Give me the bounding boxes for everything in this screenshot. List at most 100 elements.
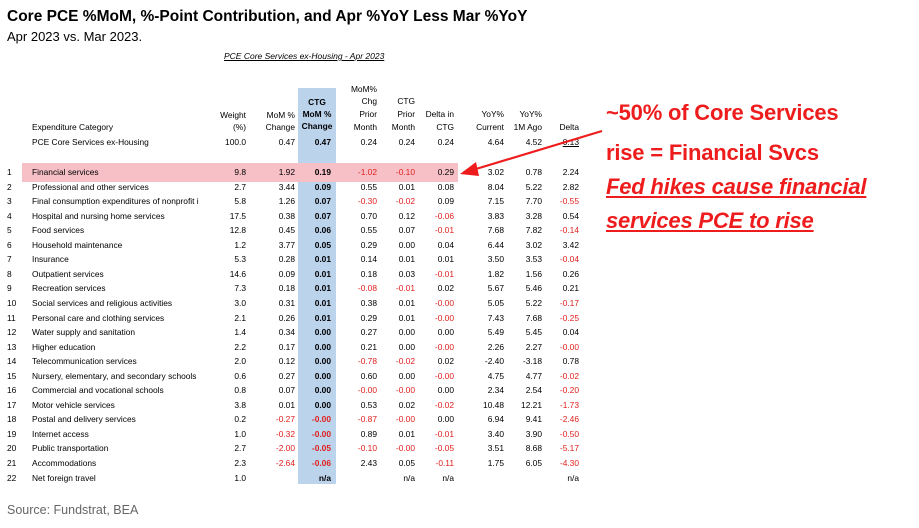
cell-yoy_ago: 3.90: [525, 428, 542, 439]
cell-weight: 17.5: [229, 210, 246, 221]
cell-name: Motor vehicle services: [32, 399, 115, 410]
cell-num: 9: [7, 283, 12, 294]
cell-ctg: 0.00: [314, 327, 331, 338]
cell-delta: 2.82: [562, 181, 579, 192]
cell-delta_ctg: 0.08: [437, 181, 454, 192]
cell-name: Insurance: [32, 254, 69, 265]
cell-delta_ctg: 0.02: [437, 283, 454, 294]
cell-delta: 3.42: [562, 239, 579, 250]
header-mom-1: MoM %: [266, 110, 295, 120]
cell-delta: -0.04: [559, 254, 579, 265]
cell-delta: 0.21: [562, 283, 579, 294]
cell-num: 15: [7, 370, 17, 381]
cell-ctg: 0.01: [314, 283, 331, 294]
source-note: Source: Fundstrat, BEA: [7, 503, 139, 517]
cell-ctg: -0.06: [311, 458, 331, 468]
cell-delta: -4.30: [559, 458, 579, 468]
cell-yoy_ago: 8.68: [525, 443, 542, 454]
cell-ctg_prior: 0.00: [398, 341, 415, 352]
cell-mom_prior: 0.27: [360, 327, 377, 338]
header-mom-2: Change: [265, 122, 295, 132]
cell-delta_ctg: -0.00: [434, 312, 454, 323]
cell-name: Telecommunication services: [32, 356, 137, 367]
callout-line-4: services PCE to rise: [606, 208, 814, 233]
cell-yoy_cur: 1.82: [487, 268, 504, 279]
cell-delta_ctg: -0.00: [434, 370, 454, 381]
cell-weight: 2.0: [234, 356, 246, 367]
cell-ctg_prior: -0.00: [395, 385, 415, 396]
cell-mom_prior: 0.29: [360, 239, 377, 250]
cell-name: Financial services: [32, 167, 99, 177]
cell-mom: 0.27: [278, 370, 295, 381]
cell-delta_ctg: 0.24: [437, 137, 454, 147]
cell-mom: 0.18: [278, 283, 295, 294]
cell-yoy_cur: 3.02: [487, 167, 504, 177]
cell-mom_prior: -0.87: [357, 414, 377, 425]
cell-delta_ctg: 0.02: [437, 356, 454, 367]
cell-weight: 5.8: [234, 196, 246, 207]
cell-ctg: 0.00: [314, 399, 331, 410]
cell-yoy_ago: 9.41: [525, 414, 542, 425]
cell-delta: -0.20: [559, 385, 579, 396]
cell-ctg_prior: 0.00: [398, 370, 415, 381]
cell-name: Hospital and nursing home services: [32, 210, 165, 221]
cell-name: Postal and delivery services: [32, 414, 136, 425]
cell-mom_prior: 0.60: [360, 370, 377, 381]
cell-num: 11: [7, 312, 16, 323]
cell-yoy_ago: 5.45: [525, 327, 542, 338]
cell-delta_ctg: -0.00: [434, 341, 454, 352]
cell-delta: -2.46: [559, 414, 579, 425]
cell-mom_prior: 0.21: [360, 341, 377, 352]
header-weight-2: (%): [232, 122, 246, 132]
cell-num: 3: [7, 196, 12, 207]
cell-mom_prior: 0.24: [360, 137, 377, 147]
callout-arrow-line: [465, 129, 603, 174]
cell-yoy_ago: 0.78: [525, 167, 542, 177]
cell-delta: -0.02: [559, 370, 579, 381]
cell-mom: 0.45: [278, 225, 295, 236]
cell-yoy_ago: 3.53: [525, 254, 542, 265]
cell-mom: 3.44: [278, 181, 295, 192]
cell-delta: 2.24: [562, 167, 579, 177]
cell-mom: 0.28: [278, 254, 295, 265]
cell-mom_prior: -0.30: [357, 196, 377, 207]
cell-delta_ctg: -0.00: [434, 297, 454, 308]
cell-weight: 1.4: [234, 327, 246, 338]
cell-num: 12: [7, 327, 17, 338]
cell-ctg: 0.19: [314, 167, 331, 177]
cell-ctg_prior: 0.24: [398, 137, 415, 147]
cell-yoy_cur: 3.51: [487, 443, 504, 454]
cell-mom: -2.64: [275, 458, 295, 468]
cell-num: 10: [7, 297, 17, 308]
cell-yoy_ago: 7.70: [525, 196, 542, 207]
cell-mom_prior: -1.02: [357, 167, 377, 177]
cell-yoy_cur: -2.40: [484, 356, 504, 367]
cell-mom: 0.34: [278, 327, 295, 338]
cell-name: Higher education: [32, 341, 96, 352]
cell-yoy_ago: 4.52: [525, 137, 542, 147]
cell-name: Final consumption expenditures of nonpro…: [32, 196, 199, 207]
cell-ctg: 0.06: [314, 225, 331, 236]
cell-ctg: -0.00: [311, 414, 331, 425]
callout-line-2: rise = Financial Svcs: [606, 140, 819, 165]
cell-mom: 1.26: [278, 196, 295, 207]
cell-num: 2: [7, 181, 12, 192]
cell-ctg_prior: 0.03: [398, 268, 415, 279]
cell-ctg_prior: 0.05: [398, 458, 415, 468]
cell-delta: -1.73: [559, 399, 579, 410]
cell-yoy_ago: -3.18: [522, 356, 542, 367]
cell-ctg_prior: n/a: [403, 472, 415, 483]
header-delta-ctg-2: CTG: [436, 122, 454, 132]
cell-mom_prior: 0.55: [360, 181, 377, 192]
cell-num: 19: [7, 428, 17, 439]
cell-delta_ctg: 0.00: [437, 414, 454, 425]
cell-ctg: 0.01: [314, 312, 331, 323]
header-yoy-ago-2: 1M Ago: [513, 122, 542, 132]
header-mom-chg-4: Month: [353, 122, 377, 132]
cell-mom_prior: -0.08: [357, 283, 377, 294]
cell-ctg_prior: 0.00: [398, 239, 415, 250]
cell-delta_ctg: -0.01: [434, 268, 454, 279]
cell-mom_prior: 0.14: [360, 254, 377, 265]
cell-mom_prior: 0.70: [360, 210, 377, 221]
